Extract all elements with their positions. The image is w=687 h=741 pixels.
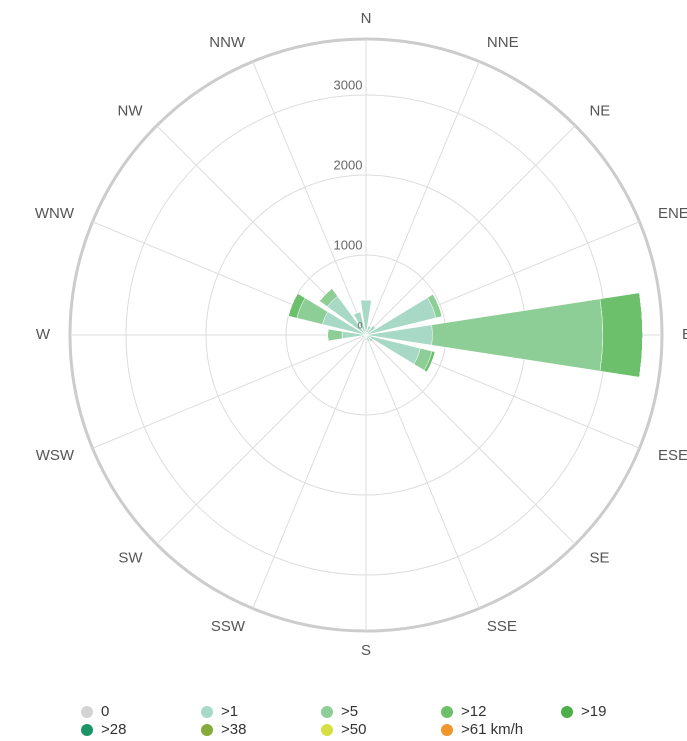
bar-segment [361, 336, 363, 338]
legend-label: 0 [101, 703, 109, 720]
legend-marker [81, 724, 93, 736]
spoke [365, 334, 576, 545]
direction-label: NNW [209, 34, 246, 51]
direction-label: ESE [658, 447, 687, 464]
direction-label: SSW [211, 618, 246, 635]
direction-label: SSE [487, 618, 517, 635]
legend-label: >28 [101, 721, 126, 738]
legend-label: >1 [221, 703, 238, 720]
bar-segment [639, 292, 643, 378]
bar-segment [431, 298, 604, 372]
bar-segment [362, 337, 364, 339]
spoke [365, 334, 480, 609]
spoke [252, 61, 367, 336]
spoke [156, 334, 367, 545]
legend-marker [561, 706, 573, 718]
spoke [365, 61, 480, 336]
tick-label: 0 [357, 320, 362, 330]
legend-label: >5 [341, 703, 358, 720]
bar-segment [599, 292, 643, 378]
tick-label: 1000 [334, 237, 363, 252]
legend-marker [201, 706, 213, 718]
legend-label: >61 km/h [461, 721, 523, 738]
legend-label: >12 [461, 703, 486, 720]
direction-label: SW [118, 549, 143, 566]
direction-label: WSW [36, 447, 75, 464]
legend-label: >19 [581, 703, 606, 720]
direction-label: NW [118, 103, 144, 120]
direction-label: NNE [487, 34, 519, 51]
direction-label: E [682, 326, 687, 343]
bar-segment [327, 328, 343, 342]
legend-marker [441, 724, 453, 736]
legend-label: >50 [341, 721, 366, 738]
direction-label: N [361, 10, 372, 27]
direction-label: ENE [658, 205, 687, 222]
legend-marker [441, 706, 453, 718]
direction-label: W [36, 326, 51, 343]
direction-label: WNW [35, 205, 75, 222]
direction-label: S [361, 642, 371, 659]
legend-marker [321, 724, 333, 736]
tick-label: 3000 [334, 77, 363, 92]
tick-label: 2000 [334, 157, 363, 172]
spoke [252, 334, 367, 609]
legend-label: >38 [221, 721, 246, 738]
bar-segment [426, 351, 436, 373]
legend-marker [201, 724, 213, 736]
legend-marker [321, 706, 333, 718]
spoke [365, 125, 576, 336]
spoke [92, 334, 367, 449]
direction-label: NE [589, 103, 610, 120]
direction-label: SE [589, 549, 609, 566]
legend-marker [81, 706, 93, 718]
